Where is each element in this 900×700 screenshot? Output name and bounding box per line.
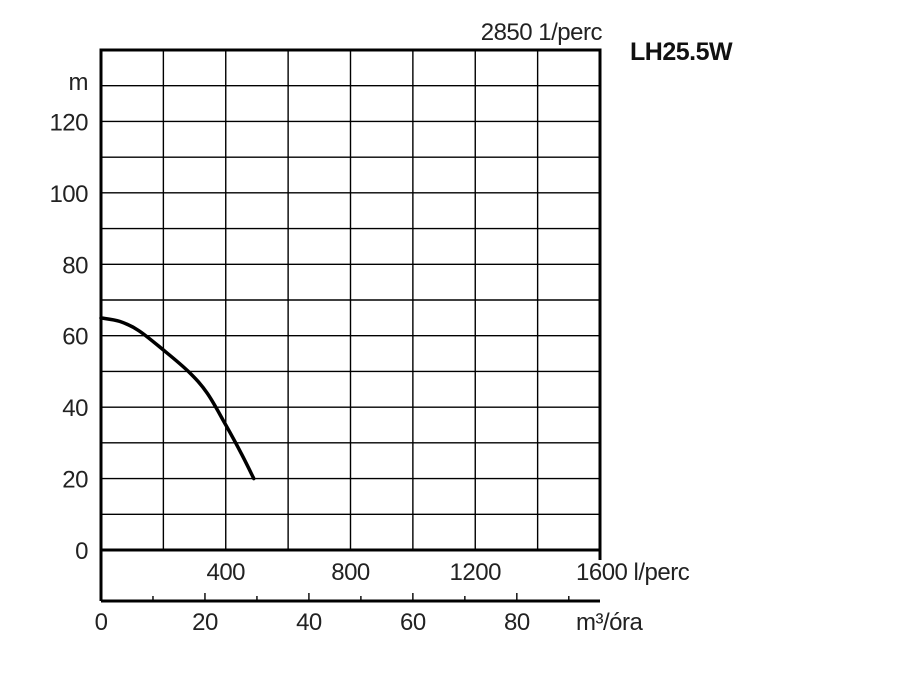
x-secondary-tick-label: 40 — [296, 609, 322, 636]
x-secondary-tick-label: 0 — [95, 609, 108, 636]
y-tick-label: 120 — [49, 109, 88, 136]
pump-curve-line — [99, 316, 256, 481]
y-tick-label: 100 — [49, 181, 88, 208]
y-tick-label: 20 — [62, 467, 88, 494]
y-tick-label: 80 — [62, 252, 88, 279]
y-tick-labels: 0 20 40 60 80 100 120 — [49, 109, 88, 565]
speed-label: 2850 1/perc — [481, 19, 603, 46]
series-group — [99, 316, 256, 481]
y-tick-label: 60 — [62, 324, 88, 351]
x-primary-tick-label: 1600 l/perc — [576, 559, 690, 586]
x-secondary-tick-labels: 0 20 40 60 80 — [95, 609, 531, 636]
x-primary-tick-labels: 400 800 1200 1600 l/perc — [206, 559, 690, 586]
x-secondary-tick-label: 80 — [504, 609, 530, 636]
y-tick-label: 40 — [62, 395, 88, 422]
y-tick-label: 0 — [75, 538, 88, 565]
x-primary-tick-label: 800 — [331, 559, 370, 586]
x-secondary-tick-label: 20 — [192, 609, 218, 636]
x-secondary-tick-label: 60 — [400, 609, 426, 636]
y-axis-label: m — [69, 69, 89, 96]
x-primary-tick-label: 400 — [206, 559, 245, 586]
chart-title: LH25.5W — [630, 38, 733, 66]
x-secondary-unit-label: m³/óra — [576, 609, 643, 636]
chart-grid — [101, 50, 600, 550]
secondary-axis-ticks — [152, 593, 570, 601]
x-primary-tick-label: 1200 — [450, 559, 502, 586]
